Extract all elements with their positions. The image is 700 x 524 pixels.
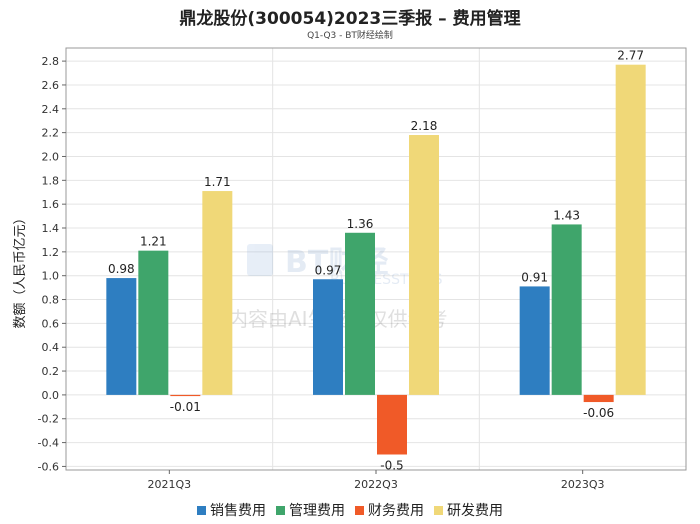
y-tick-label: 1.0 xyxy=(42,270,60,283)
legend-label: 研发费用 xyxy=(447,503,503,519)
bar xyxy=(615,64,646,395)
legend-swatch xyxy=(276,505,285,515)
data-label: 1.36 xyxy=(347,217,374,231)
legend-swatch xyxy=(355,505,364,515)
watermark-logo-mark xyxy=(247,244,273,276)
y-tick-label: 1.2 xyxy=(42,246,60,259)
y-tick-label: 0.0 xyxy=(42,389,60,402)
legend-label: 销售费用 xyxy=(210,503,266,519)
bar-chart: BT财经 BUSINESSTIMES 内容由AI生成，仅供参考 -0.6-0.4… xyxy=(13,47,687,491)
data-label: 1.43 xyxy=(553,208,580,222)
x-tick-label: 2022Q3 xyxy=(354,478,398,491)
y-axis-label: 数额（人民币亿元） xyxy=(13,211,28,328)
bar xyxy=(138,250,169,395)
chart-subtitle: Q1-Q3 - BT财经绘制 xyxy=(307,31,393,41)
data-label: 2.77 xyxy=(617,49,644,63)
bar xyxy=(202,191,233,395)
legend-label: 财务费用 xyxy=(368,503,424,519)
data-label: 0.97 xyxy=(315,263,342,277)
data-label: 0.98 xyxy=(108,262,135,276)
y-tick-label: 0.8 xyxy=(42,294,60,307)
bar xyxy=(519,286,550,395)
legend-swatch xyxy=(197,505,206,515)
y-tick-label: 0.4 xyxy=(42,341,60,354)
y-tick-label: 0.2 xyxy=(42,365,60,378)
bar xyxy=(345,232,375,395)
bar xyxy=(106,278,137,395)
y-tick-label: 0.6 xyxy=(42,317,60,330)
legend-item: 销售费用 xyxy=(197,500,266,520)
legend-item: 财务费用 xyxy=(355,500,424,520)
axes-layer xyxy=(62,47,687,474)
y-tick-label: 2.8 xyxy=(42,55,60,68)
y-tick-label: 1.4 xyxy=(42,222,60,235)
data-label: 1.21 xyxy=(140,235,167,249)
data-label: -0.01 xyxy=(170,400,201,414)
legend: 销售费用 管理费用 财务费用 研发费用 xyxy=(0,500,700,520)
data-label: 2.18 xyxy=(411,119,438,133)
y-tick-label: -0.6 xyxy=(38,460,59,473)
data-label: -0.06 xyxy=(583,406,614,420)
data-label: -0.5 xyxy=(380,459,403,473)
y-tick-label: 2.0 xyxy=(42,150,60,163)
bar xyxy=(313,279,343,395)
x-tick-label: 2023Q3 xyxy=(561,478,605,491)
legend-item: 研发费用 xyxy=(434,500,503,520)
bar xyxy=(551,224,582,395)
legend-swatch xyxy=(434,505,443,515)
y-tick-label: 2.4 xyxy=(42,103,60,116)
x-tick-label: 2021Q3 xyxy=(148,478,192,491)
y-tick-label: 2.6 xyxy=(42,79,60,92)
y-tick-label: -0.2 xyxy=(38,413,59,426)
legend-label: 管理费用 xyxy=(289,503,345,519)
y-tick-label: -0.4 xyxy=(38,437,59,450)
y-tick-label: 2.2 xyxy=(42,127,60,140)
legend-item: 管理费用 xyxy=(276,500,345,520)
y-tick-label: 1.6 xyxy=(42,198,60,211)
bar xyxy=(170,394,201,397)
data-label: 0.91 xyxy=(521,270,548,284)
labels-layer: -0.6 -0.4 -0.2 0.0 0.2 0.4 0.6 0.8 1.0 1.2 1.4 1.6 1… xyxy=(38,49,644,491)
y-tick-label: 1.8 xyxy=(42,174,60,187)
bar xyxy=(377,394,407,455)
grid-layer xyxy=(66,48,686,470)
bars-layer xyxy=(106,64,646,455)
chart-title: 鼎龙股份(300054)2023三季报 – 费用管理 xyxy=(179,9,521,29)
bar xyxy=(409,135,439,395)
bar xyxy=(583,394,614,403)
data-label: 1.71 xyxy=(204,175,231,189)
